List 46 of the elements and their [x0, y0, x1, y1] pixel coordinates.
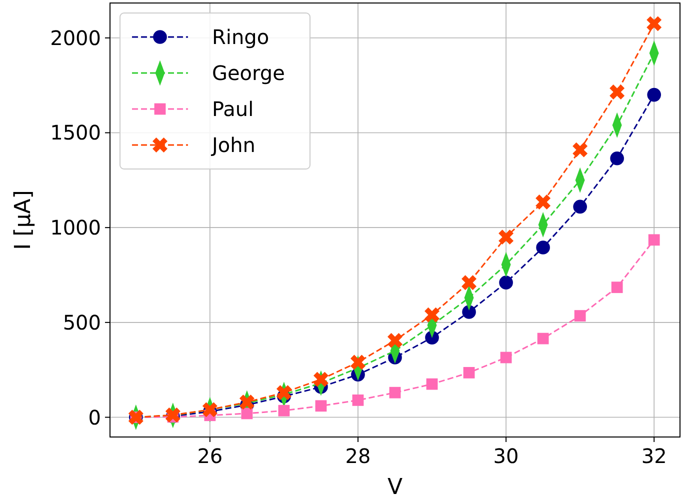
legend-label: George — [212, 61, 285, 85]
point — [462, 275, 477, 290]
point — [611, 282, 623, 294]
point — [278, 404, 290, 416]
point — [388, 332, 402, 348]
point — [463, 366, 475, 378]
point — [389, 386, 401, 398]
point — [573, 200, 587, 214]
point — [462, 305, 476, 319]
point — [315, 400, 327, 412]
y-tick-label: 0 — [88, 405, 101, 430]
legend-label: Paul — [212, 97, 254, 121]
point — [646, 16, 662, 32]
point — [648, 234, 660, 246]
x-tick-label: 26 — [197, 444, 223, 468]
x-tick-label: 30 — [493, 444, 519, 468]
y-tick-label: 2000 — [50, 26, 101, 50]
point — [536, 240, 550, 254]
x-axis-title: V — [387, 475, 403, 499]
point — [426, 378, 438, 390]
point — [241, 408, 253, 420]
point — [202, 402, 218, 418]
point — [610, 151, 624, 166]
legend-label: Ringo — [212, 25, 270, 49]
point — [574, 310, 586, 322]
point — [537, 332, 549, 344]
point — [350, 354, 366, 370]
x-tick-label: 32 — [641, 444, 667, 468]
point — [276, 385, 292, 400]
point — [572, 142, 588, 158]
point — [499, 276, 513, 290]
point — [239, 394, 254, 410]
point — [647, 88, 661, 102]
y-tick-label: 1000 — [50, 216, 101, 240]
y-axis-title: I [μA] — [11, 190, 36, 250]
y-tick-label: 1500 — [50, 120, 101, 145]
point — [610, 84, 625, 100]
point — [352, 394, 364, 406]
y-tick-label: 500 — [62, 310, 101, 334]
point — [313, 372, 328, 387]
point — [424, 307, 440, 322]
legend-label: John — [210, 133, 256, 157]
x-tick-label: 28 — [345, 444, 371, 468]
point — [498, 230, 514, 245]
point — [536, 194, 551, 210]
point — [500, 352, 512, 364]
